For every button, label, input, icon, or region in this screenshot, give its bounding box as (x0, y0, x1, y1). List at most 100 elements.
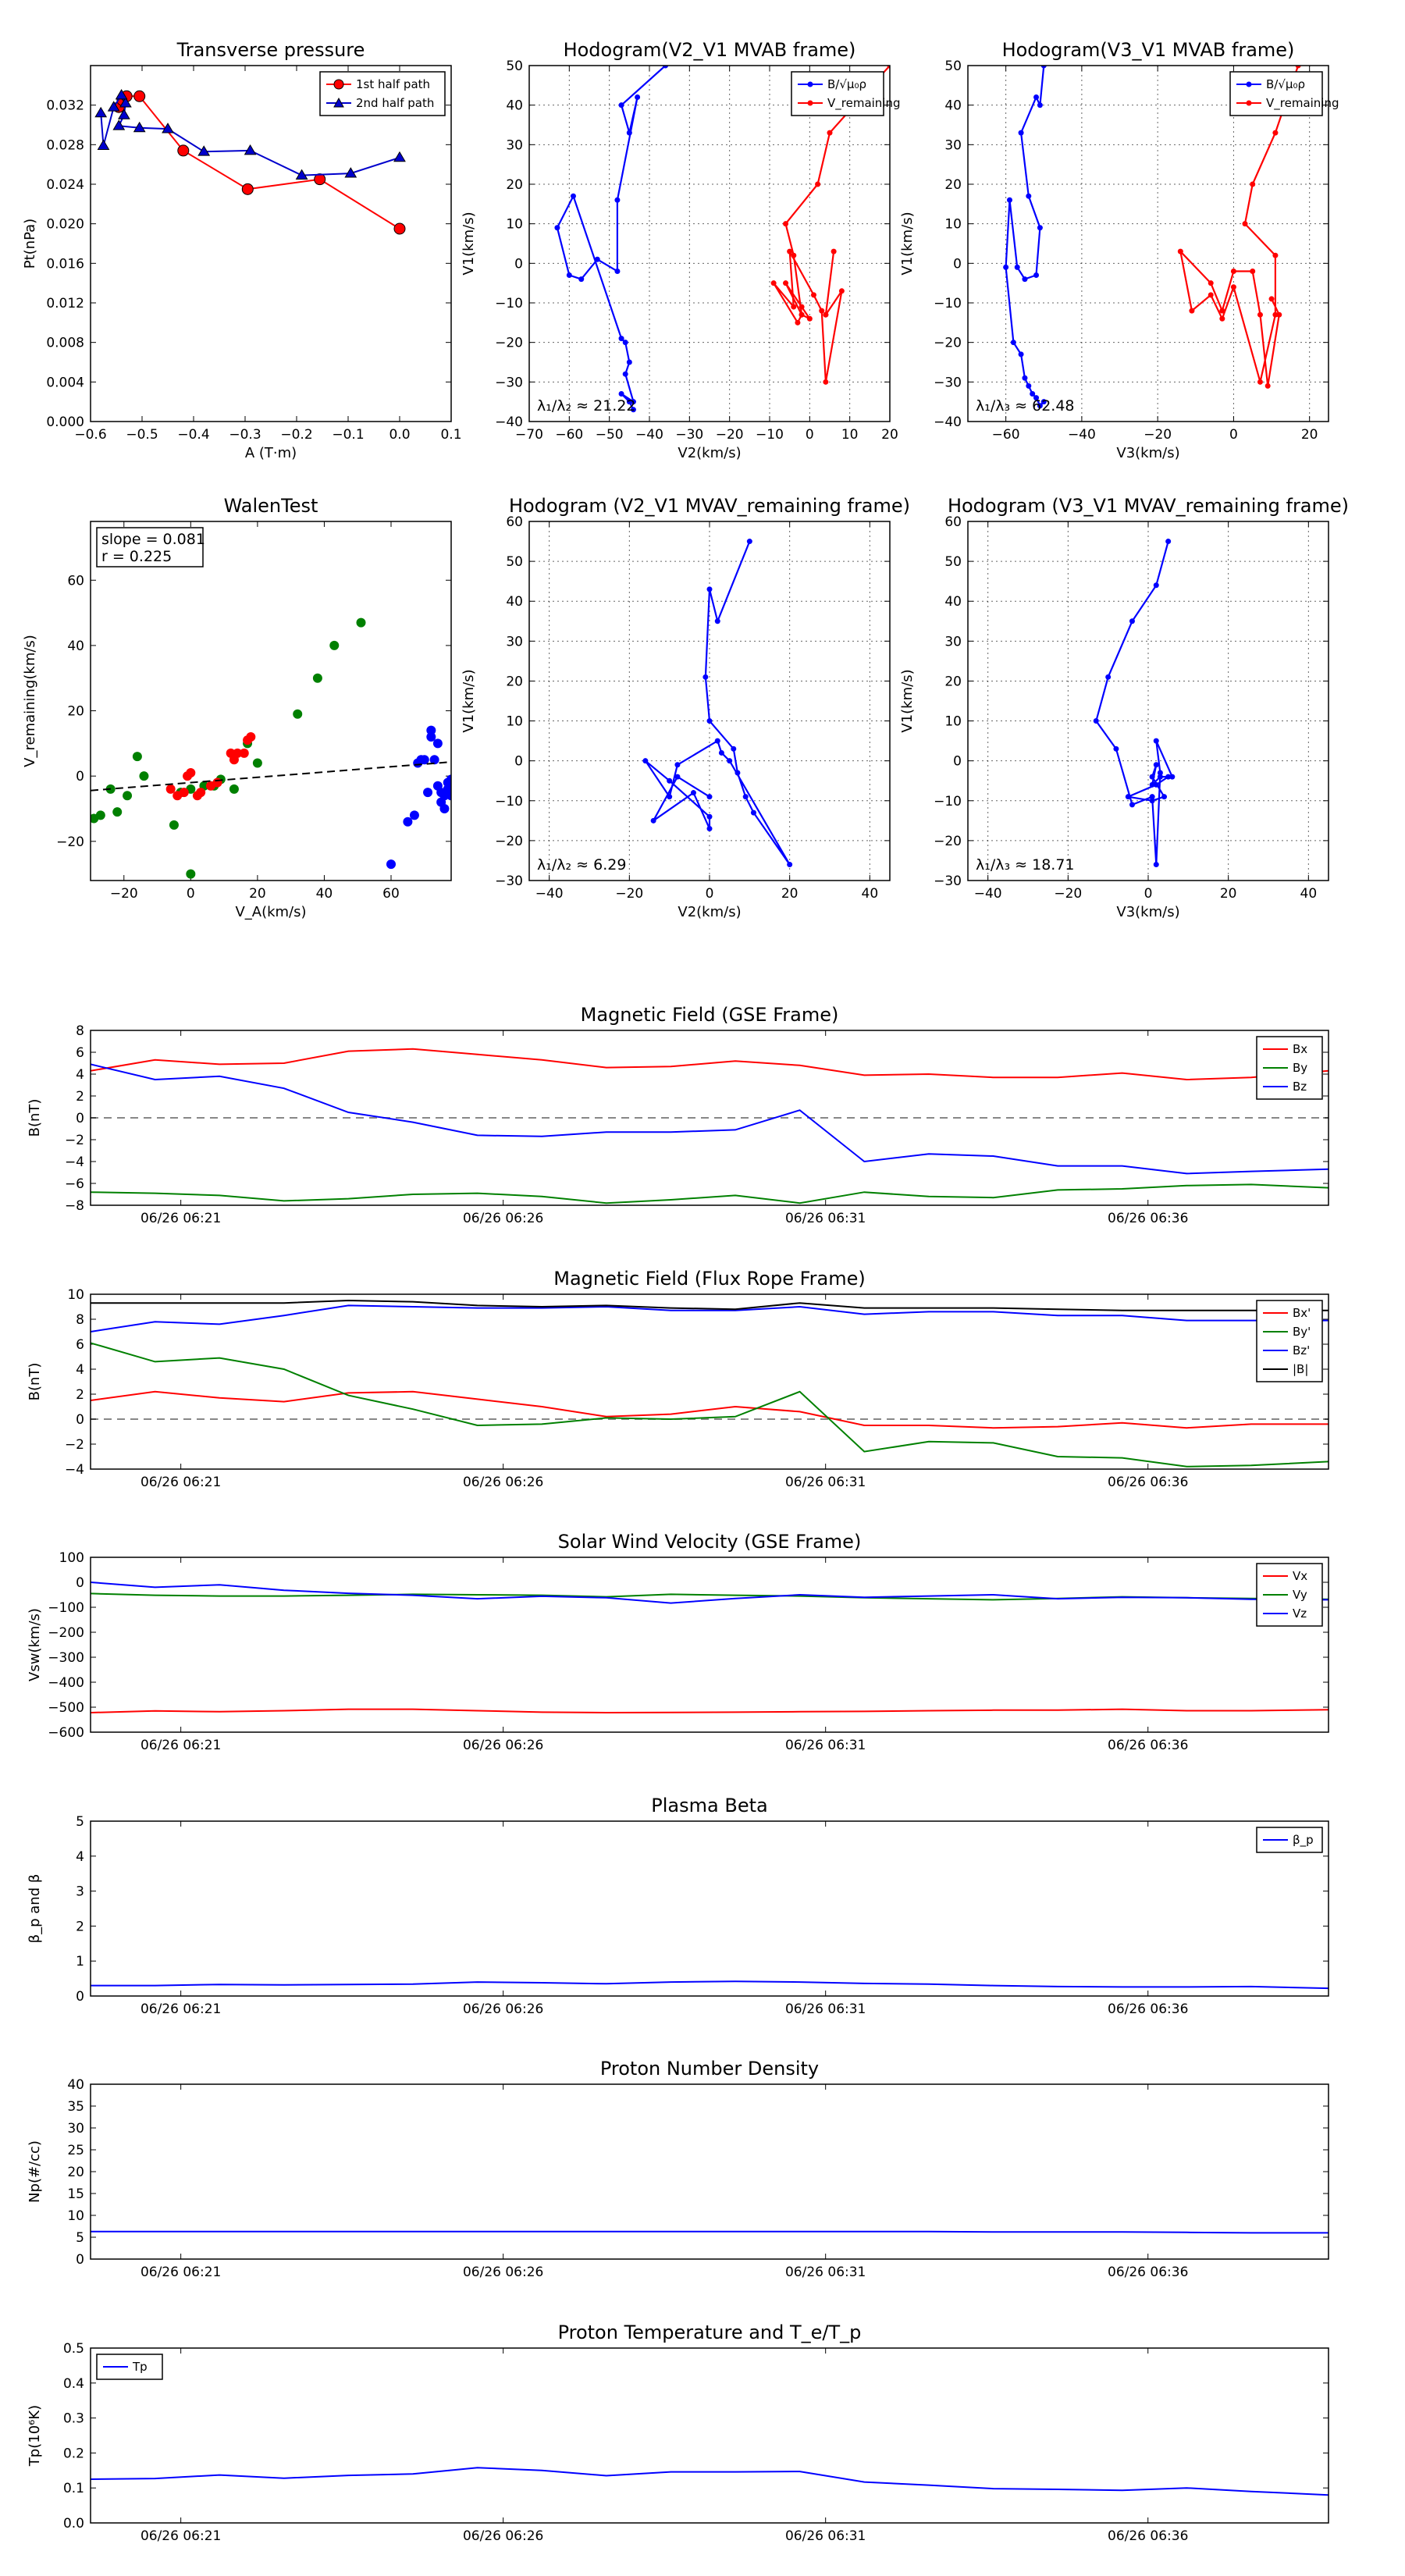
data-point (1149, 798, 1155, 804)
plot-frame (528, 65, 891, 422)
data-point (1129, 802, 1135, 808)
data-point (630, 399, 636, 405)
data-point (1230, 268, 1236, 274)
y-tick-label: 20 (506, 674, 523, 689)
chart-title: Plasma Beta (651, 1795, 767, 1816)
data-point (578, 276, 585, 283)
legend-label: V_remaining (1266, 96, 1339, 111)
chart-title: Solar Wind Velocity (GSE Frame) (558, 1531, 862, 1553)
data-point (731, 745, 737, 752)
data-point (727, 758, 733, 764)
legend-marker (1246, 100, 1252, 106)
data-point (1169, 774, 1176, 780)
data-point (1022, 276, 1028, 283)
plot-frame (967, 521, 1329, 881)
y-axis-label: V_remaining(km/s) (22, 635, 38, 767)
y-tick-label: 50 (944, 554, 962, 570)
x-tick-label: 06/26 06:26 (463, 1738, 543, 1753)
legend-label: B/√μ₀ρ (827, 77, 866, 91)
data-point (815, 181, 821, 187)
data-point (1165, 774, 1172, 780)
x-tick-label: 0 (1229, 427, 1238, 443)
series-line-Bx' (91, 1390, 1329, 1429)
data-point (1040, 66, 1047, 69)
data-point (229, 784, 239, 794)
y-tick-label: 0.4 (63, 2376, 84, 2392)
data-point (787, 248, 793, 254)
chart-title: Proton Number Density (600, 2058, 819, 2080)
data-point (618, 102, 624, 109)
data-point (810, 292, 816, 298)
y-tick-label: 20 (506, 177, 523, 193)
y-tick-label: 0.008 (46, 336, 84, 351)
data-point (1264, 382, 1271, 389)
y-tick-label: 40 (944, 594, 962, 610)
data-point (95, 810, 105, 820)
legend-label: Vz (1293, 1606, 1307, 1621)
data-point (1157, 770, 1163, 776)
y-tick-label: 6 (76, 1045, 84, 1061)
data-point (426, 725, 436, 735)
data-point (626, 359, 632, 365)
y-tick-label: 0 (953, 256, 962, 272)
y-tick-label: −10 (934, 794, 962, 809)
y-tick-label: 20 (67, 2165, 84, 2180)
x-tick-label: 06/26 06:31 (785, 1475, 866, 1490)
legend-label: V_remaining (827, 96, 901, 111)
chart-tp_temp: Proton Temperature and T_e/T_p 06/26 06:2… (27, 2322, 1329, 2544)
y-tick-label: 0.3 (63, 2411, 84, 2427)
x-tick-label: 06/26 06:36 (1108, 2528, 1188, 2544)
data-point (252, 758, 262, 768)
data-point (791, 252, 797, 258)
data-point (186, 768, 196, 777)
data-point (197, 145, 211, 156)
data-point (244, 144, 257, 155)
y-tick-label: −2 (65, 1437, 84, 1453)
data-point (770, 280, 777, 286)
annotation-text: λ₁/λ₂ ≈ 6.29 (537, 856, 626, 873)
y-tick-label: 50 (944, 59, 962, 74)
data-point (386, 859, 396, 870)
y-tick-label: 0.016 (46, 256, 84, 272)
data-point (746, 539, 752, 545)
data-point (1250, 181, 1256, 187)
series-line-Tp (91, 2467, 1329, 2496)
x-tick-label: 06/26 06:36 (1108, 2265, 1188, 2280)
chart-beta: Plasma Beta 06/26 06:21 06/26 06:26 06/26 0… (27, 1795, 1329, 2017)
data-point (1161, 794, 1168, 800)
y-tick-label: 0 (76, 1989, 84, 2005)
y-tick-label: 10 (944, 217, 962, 233)
x-tick-label: −40 (635, 427, 663, 443)
data-point (791, 304, 797, 310)
x-tick-label: −40 (1068, 427, 1096, 443)
data-point (630, 407, 636, 413)
data-point (186, 869, 196, 879)
y-tick-label: 100 (59, 1550, 84, 1566)
y-tick-label: 30 (67, 2121, 84, 2137)
plot-frame (90, 1820, 1329, 1997)
y-axis-label: Np(#/cc) (27, 2140, 43, 2203)
y-tick-label: 10 (67, 1287, 84, 1303)
series-line-B/√μ₀ρ (1005, 66, 1045, 407)
x-tick-label: 20 (881, 427, 898, 443)
y-tick-label: −8 (65, 1198, 84, 1214)
legend-label: Bz (1293, 1080, 1307, 1094)
data-point (823, 311, 829, 318)
y-tick-label: −40 (495, 415, 523, 430)
data-point (1018, 351, 1024, 358)
x-tick-label: 06/26 06:21 (140, 1475, 221, 1490)
x-tick-label: 06/26 06:26 (463, 1475, 543, 1490)
x-tick-label: 40 (316, 886, 333, 902)
y-tick-label: 0 (953, 754, 962, 770)
y-axis-label: V1(km/s) (461, 669, 477, 732)
data-point (426, 732, 436, 742)
y-tick-label: −300 (48, 1650, 84, 1666)
data-point (1157, 774, 1163, 780)
series-line-By (91, 1183, 1329, 1204)
data-point (1026, 193, 1032, 199)
data-point (642, 758, 649, 764)
y-tick-label: 60 (67, 573, 84, 589)
y-tick-label: −30 (934, 873, 962, 889)
data-point (823, 379, 829, 385)
y-tick-label: 0 (76, 1412, 84, 1428)
